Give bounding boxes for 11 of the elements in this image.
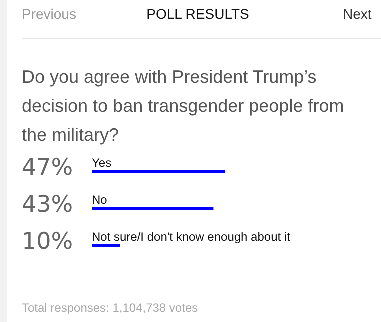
text: Previous [22, 6, 76, 22]
chart-title: POLL RESULTS [146, 6, 250, 22]
y-tick-label: Not sure/I don't know enough about it [92, 230, 292, 244]
text: Next [343, 6, 372, 22]
y-tick-label: Yes [92, 156, 112, 170]
data-label: 43% [22, 192, 74, 218]
chart-subtitle: Do you agree with President Trump’s decision to ban transgender people from the military? [22, 67, 344, 145]
data-label: 47% [22, 155, 74, 181]
data-label: 10% [22, 229, 74, 255]
text: Total responses: 1,104,738 votes [22, 301, 198, 315]
y-tick-label: No [92, 193, 108, 207]
